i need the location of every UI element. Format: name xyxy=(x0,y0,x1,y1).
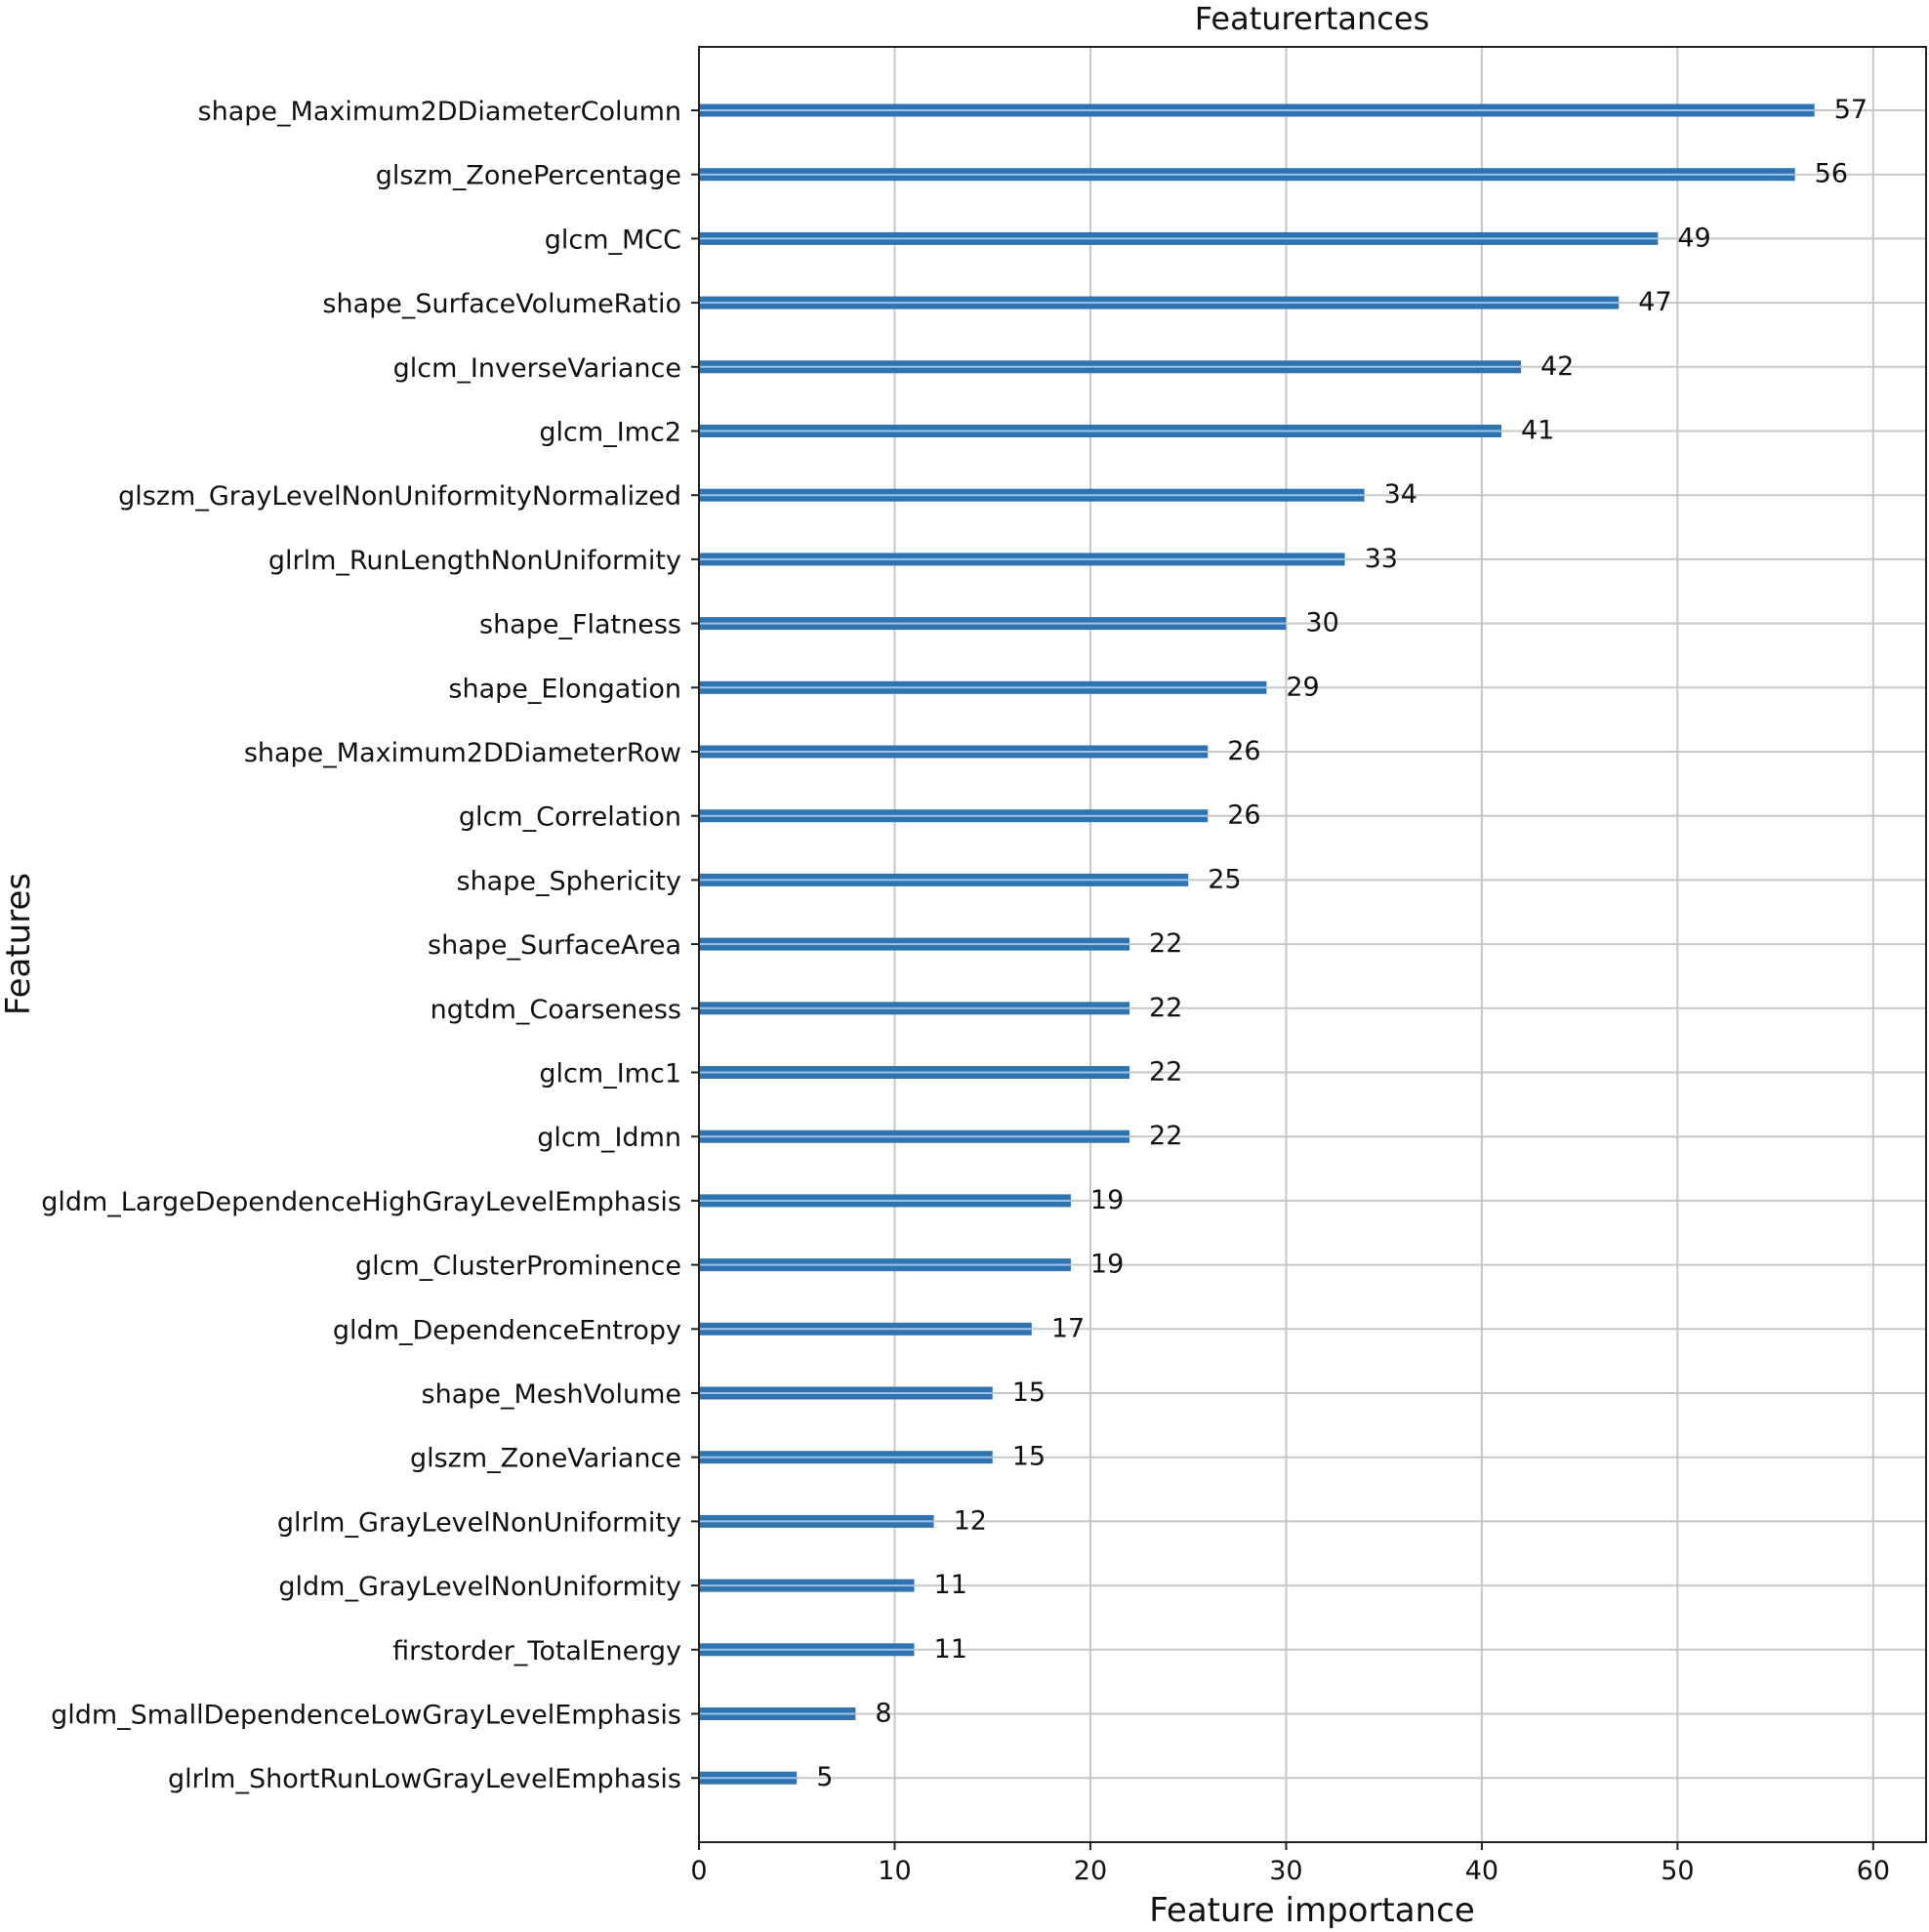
y-tick-label: shape_MeshVolume xyxy=(422,1379,681,1410)
x-tick-label: 10 xyxy=(878,1856,911,1886)
data-label: 26 xyxy=(1227,736,1260,766)
y-tick-label: shape_Flatness xyxy=(479,610,681,640)
x-axis-ticks: 0 10 20 30 40 50 60 xyxy=(690,1842,1890,1886)
y-tick-label: glszm_ZoneVariance xyxy=(410,1444,681,1474)
y-tick-label: gldm_GrayLevelNonUniformity xyxy=(278,1572,681,1602)
x-tick-label: 30 xyxy=(1269,1856,1302,1886)
data-label: 11 xyxy=(934,1570,967,1600)
data-label: 56 xyxy=(1815,159,1848,189)
data-label: 33 xyxy=(1365,544,1398,574)
data-label: 15 xyxy=(1012,1377,1046,1408)
y-axis-ticks: shape_Maximum2DDiameterColumn glszm_ZoneP… xyxy=(41,97,699,1794)
data-label: 25 xyxy=(1208,864,1241,894)
y-tick-label: glcm_Imc2 xyxy=(539,418,681,448)
y-tick-label: shape_Maximum2DDiameterRow xyxy=(244,738,681,768)
bars xyxy=(699,103,1815,1785)
data-label: 19 xyxy=(1090,1185,1124,1215)
y-tick-label: glcm_InverseVariance xyxy=(393,353,681,384)
y-tick-label: shape_SurfaceArea xyxy=(428,930,681,961)
y-tick-label: gldm_LargeDependenceHighGrayLevelEmphasi… xyxy=(41,1187,681,1217)
y-tick-label: glszm_GrayLevelNonUniformityNormalized xyxy=(118,481,681,512)
data-label: 30 xyxy=(1305,608,1338,638)
data-label: 47 xyxy=(1638,287,1671,317)
y-tick-label: shape_Maximum2DDiameterColumn xyxy=(198,97,681,127)
y-tick-label: glcm_Imc1 xyxy=(539,1059,681,1089)
data-label: 34 xyxy=(1384,479,1417,510)
y-tick-label: glrlm_GrayLevelNonUniformity xyxy=(277,1507,681,1538)
data-labels: 57 56 49 47 42 41 34 33 30 29 26 26 25 22 22 22 22 19 19 17… xyxy=(816,95,1867,1792)
data-label: 15 xyxy=(1012,1442,1046,1472)
y-tick-label: glcm_ClusterProminence xyxy=(355,1252,681,1282)
data-label: 41 xyxy=(1521,416,1554,446)
data-label: 17 xyxy=(1051,1313,1085,1343)
data-label: 42 xyxy=(1540,351,1574,382)
data-label: 5 xyxy=(816,1762,833,1792)
x-axis-title: Feature importance xyxy=(1149,1891,1475,1930)
y-tick-label: glszm_ZonePercentage xyxy=(376,161,681,191)
data-label: 19 xyxy=(1090,1250,1124,1280)
y-tick-label: shape_SurfaceVolumeRatio xyxy=(322,289,681,319)
y-tick-label: shape_Elongation xyxy=(448,674,681,704)
x-tick-label: 20 xyxy=(1074,1856,1107,1886)
chart-title: Featurertances xyxy=(1195,0,1429,37)
data-label: 22 xyxy=(1149,1057,1182,1088)
y-tick-label: firstorder_TotalEnergy xyxy=(392,1636,681,1666)
data-label: 22 xyxy=(1149,993,1182,1023)
data-label: 57 xyxy=(1834,95,1867,125)
x-tick-label: 60 xyxy=(1857,1856,1890,1886)
y-tick-label: glrlm_ShortRunLowGrayLevelEmphasis xyxy=(168,1764,681,1794)
data-label: 12 xyxy=(954,1505,987,1536)
y-tick-label: glcm_MCC xyxy=(545,225,681,255)
x-tick-label: 40 xyxy=(1465,1856,1498,1886)
data-label: 11 xyxy=(934,1634,967,1665)
data-label: 22 xyxy=(1149,1121,1182,1151)
data-label: 22 xyxy=(1149,928,1182,959)
y-axis-title: Features xyxy=(0,873,38,1015)
y-tick-label: glcm_Idmn xyxy=(537,1123,681,1153)
data-label: 8 xyxy=(875,1699,891,1729)
y-tick-label: glrlm_RunLengthNonUniformity xyxy=(268,546,681,576)
data-label: 26 xyxy=(1227,801,1260,831)
y-tick-label: gldm_SmallDependenceLowGrayLevelEmphasis xyxy=(51,1701,681,1731)
x-tick-label: 50 xyxy=(1661,1856,1694,1886)
data-label: 49 xyxy=(1677,223,1710,253)
y-tick-label: glcm_Correlation xyxy=(459,802,681,833)
x-tick-label: 0 xyxy=(690,1856,707,1886)
y-tick-label: ngtdm_Coarseness xyxy=(431,995,681,1025)
y-tick-label: shape_Sphericity xyxy=(457,866,682,896)
y-tick-label: gldm_DependenceEntropy xyxy=(333,1315,681,1345)
data-label: 29 xyxy=(1286,672,1319,702)
